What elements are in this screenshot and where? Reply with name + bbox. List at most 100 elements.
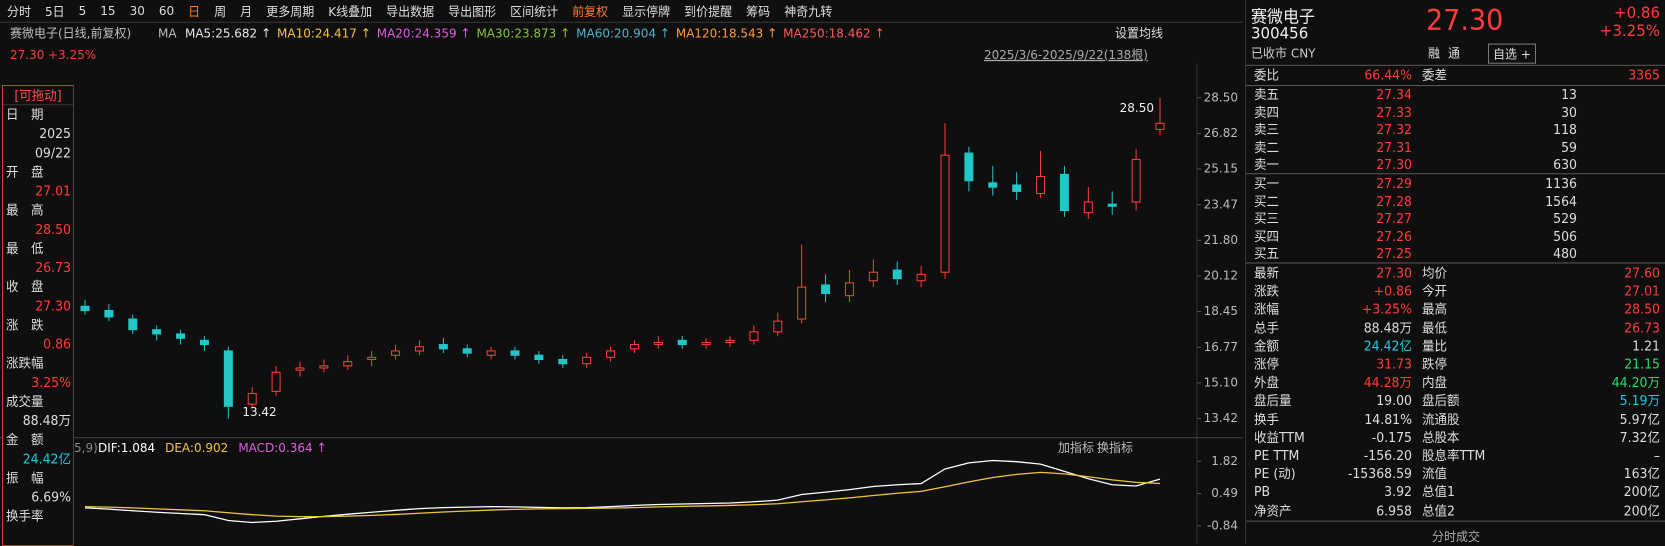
y-tick-label: 26.82	[1204, 126, 1238, 140]
toolbar-button[interactable]: 分时	[7, 3, 32, 19]
cell: 最高	[1422, 301, 1448, 318]
toolbar-button[interactable]: K线叠加	[328, 3, 373, 19]
candle-body	[558, 358, 568, 365]
cell: 28.50	[1624, 301, 1660, 318]
toolbar-button[interactable]: 筹码	[746, 3, 771, 19]
toolbar-button[interactable]: 5日	[45, 3, 65, 19]
cell: -0.175	[1371, 429, 1412, 445]
cell: +3.25%	[1361, 301, 1412, 318]
change: +0.86	[1614, 3, 1660, 23]
cell: 委差	[1422, 66, 1448, 83]
candle-body	[367, 356, 377, 361]
candle-body	[128, 318, 138, 331]
button[interactable]: 自选 +	[1488, 43, 1536, 64]
candle-body	[391, 350, 401, 356]
candle-body	[1083, 201, 1093, 214]
cell: 200亿	[1623, 483, 1660, 500]
field-value: 26.73	[35, 259, 71, 276]
candle-body	[677, 339, 687, 346]
separator	[1246, 64, 1665, 66]
row: 收益TTM -0.175 总股本 7.32亿	[1252, 428, 1662, 447]
cell: 卖五	[1254, 86, 1280, 102]
kline-chart: 赛微电子(日线,前复权) MA MA5:25.682 ↑ MA10:24.417 ↑ M…	[0, 21, 1243, 544]
toolbar-button[interactable]: 30	[129, 3, 145, 19]
cell: 外盘	[1254, 374, 1280, 391]
set-ma: 设置均线	[1115, 25, 1163, 40]
cell: 买五	[1254, 245, 1280, 262]
row: 卖五 27.34 13	[1252, 85, 1662, 104]
cell: 27.25	[1376, 245, 1412, 262]
row: 总手 88.48万 最低 26.73	[1252, 318, 1662, 337]
toolbar-button[interactable]: 月	[240, 3, 253, 19]
separator	[1246, 85, 1665, 87]
toolbar-button[interactable]: 周	[214, 3, 227, 19]
toolbar-button[interactable]: 显示停牌	[622, 3, 671, 19]
button[interactable]: 通	[1448, 45, 1461, 61]
field-label: 振 幅	[6, 469, 44, 486]
cell: 27.32	[1376, 121, 1412, 138]
candle-body	[988, 182, 998, 188]
cell: 31.73	[1376, 355, 1412, 372]
cell: 66.44%	[1364, 66, 1412, 83]
cell: 14.81%	[1364, 410, 1412, 427]
toolbar-button[interactable]: 导出图形	[448, 3, 497, 19]
cell: 跌停	[1422, 355, 1448, 372]
toolbar-button[interactable]: 60	[158, 3, 175, 19]
toolbar-button[interactable]: 区间统计	[510, 3, 559, 19]
candle-body	[844, 282, 854, 297]
toolbar-button[interactable]: 日	[188, 3, 201, 19]
footer-tab[interactable]: 分时成交	[1431, 529, 1480, 544]
toolbar-button[interactable]: 前复权	[572, 3, 609, 19]
cell: PE (动)	[1254, 465, 1296, 482]
cell: 3.92	[1384, 483, 1412, 500]
toolbar-button[interactable]: 更多周期	[266, 3, 315, 19]
cell: 27.26	[1376, 227, 1412, 244]
field-value: 6.69%	[31, 488, 71, 505]
buttons: 融通 自选 +	[1428, 43, 1536, 64]
row: 卖一 27.30 630	[1252, 155, 1662, 174]
row: PE (动) -15368.59 流值 163亿	[1252, 465, 1662, 484]
field-label: 涨跌幅	[6, 354, 44, 371]
row: PB 3.92 总值1 200亿	[1252, 483, 1662, 502]
cell: 总手	[1254, 319, 1280, 336]
cell: 88.48万	[1363, 319, 1412, 336]
macd-label: MACD:0.364 ↑	[238, 441, 326, 455]
toolbar-button[interactable]: 神奇九转	[784, 3, 833, 19]
candle-body	[438, 344, 448, 350]
field-value: 24.42亿	[22, 450, 71, 467]
toolbar-button[interactable]: 5	[78, 3, 87, 19]
y-tick-label: 0.49	[1211, 486, 1238, 500]
field-label: 最 高	[6, 201, 44, 218]
button[interactable]: 融	[1428, 45, 1441, 61]
row: 卖四 27.33 30	[1252, 103, 1662, 122]
row: 涨停 31.73 跌停 21.15	[1252, 355, 1662, 374]
quote-panel: 赛微电子 300456 已收市 CNY 27.30 +0.86 +3.25% 融通自选 + 委…	[1245, 0, 1665, 544]
dea-line	[84, 471, 1161, 518]
cell: 买三	[1254, 210, 1280, 227]
candle-body	[1012, 184, 1022, 192]
candle-body	[629, 344, 639, 350]
toolbar-button[interactable]: 导出数据	[386, 3, 435, 19]
cell: 3365	[1628, 66, 1660, 83]
cell: 529	[1553, 210, 1577, 227]
price: 27.30	[1426, 4, 1504, 38]
cell: 19.00	[1376, 392, 1412, 409]
y-tick-label: 1.82	[1211, 453, 1238, 467]
cell: 27.27	[1376, 210, 1412, 227]
cell: 量比	[1422, 337, 1448, 354]
cell: 24.42亿	[1363, 337, 1412, 354]
cell: 换手	[1254, 410, 1280, 427]
row: 金额 24.42亿 量比 1.21	[1252, 337, 1662, 356]
stock-name: 赛微电子	[1251, 6, 1316, 27]
candle-body	[725, 339, 735, 343]
row: 换手 14.81% 流通股 5.97亿	[1252, 410, 1662, 429]
toolbar-button[interactable]: 到价提醒	[684, 3, 733, 19]
cell: 买一	[1254, 175, 1280, 192]
toolbar-button[interactable]: 15	[100, 3, 116, 19]
row: 盘后量 19.00 盘后额 5.19万	[1252, 391, 1662, 410]
ma-value: MA120:18.543 ↑	[676, 26, 777, 40]
candle-body	[343, 361, 353, 367]
row: 买一 27.29 1136	[1252, 174, 1662, 193]
row: 净资产 6.958 总值2 200亿	[1252, 501, 1662, 520]
